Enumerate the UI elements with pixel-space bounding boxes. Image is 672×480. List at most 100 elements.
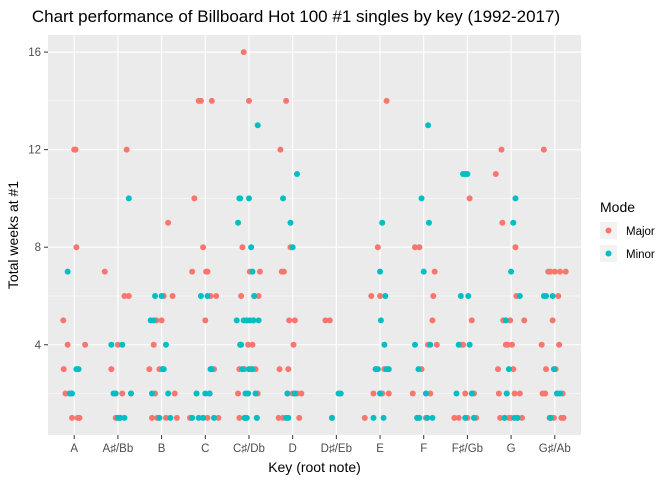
data-point (555, 292, 562, 299)
data-point (415, 366, 422, 373)
data-point (547, 268, 554, 275)
data-point (283, 97, 290, 104)
data-point (429, 317, 436, 324)
data-point (560, 414, 567, 421)
data-point (377, 292, 384, 299)
data-point (462, 414, 469, 421)
data-point (521, 317, 528, 324)
data-point (494, 366, 501, 373)
data-point (162, 341, 169, 348)
data-point (204, 414, 211, 421)
data-point (411, 244, 418, 251)
data-point (425, 219, 432, 226)
data-point (249, 268, 256, 275)
x-tick-label: G♯/Ab (539, 443, 571, 455)
legend-label-major: Major (626, 226, 655, 238)
legend: Mode Major Minor (600, 199, 655, 262)
x-axis-title: Key (root note) (268, 459, 361, 475)
data-point (433, 341, 440, 348)
data-point (165, 390, 172, 397)
data-point (195, 414, 202, 421)
data-point (82, 341, 89, 348)
data-point (502, 317, 509, 324)
data-point (418, 195, 425, 202)
data-point (121, 292, 128, 299)
data-point (290, 341, 297, 348)
data-point (460, 341, 467, 348)
data-point (374, 366, 381, 373)
data-point (499, 219, 506, 226)
x-tick-label: D (288, 443, 296, 455)
data-point (213, 292, 220, 299)
x-tick-label: G (507, 443, 516, 455)
data-point (468, 317, 475, 324)
data-point (162, 414, 169, 421)
data-point (148, 390, 155, 397)
data-point (298, 390, 305, 397)
data-point (207, 366, 214, 373)
data-point (75, 414, 82, 421)
data-point (237, 195, 244, 202)
data-point (148, 414, 155, 421)
data-point (416, 414, 423, 421)
data-point (296, 414, 303, 421)
data-point (245, 366, 252, 373)
data-point (167, 414, 174, 421)
data-point (236, 414, 243, 421)
data-point (280, 195, 287, 202)
data-point (470, 414, 477, 421)
data-point (381, 341, 388, 348)
data-point (453, 390, 460, 397)
data-point (119, 390, 126, 397)
data-point (425, 122, 432, 129)
data-point (245, 341, 252, 348)
data-point (516, 292, 523, 299)
data-point (189, 268, 196, 275)
data-point (543, 292, 550, 299)
data-point (420, 268, 427, 275)
x-axis-ticks: A A♯/Bb B C C♯/Db D D♯/Eb E F F♯/Gb G G♯/Ab (70, 435, 571, 455)
data-point (275, 414, 282, 421)
data-point (60, 317, 67, 324)
data-point (455, 414, 462, 421)
data-point (121, 414, 128, 421)
data-point (322, 317, 329, 324)
data-point (377, 268, 384, 275)
data-point (427, 390, 434, 397)
data-point (451, 414, 458, 421)
data-point (374, 244, 381, 251)
data-point (287, 219, 294, 226)
x-tick-label: A♯/Bb (103, 443, 134, 455)
data-point (112, 390, 119, 397)
data-point (550, 366, 557, 373)
legend-key-minor (605, 250, 612, 257)
data-point (492, 171, 499, 178)
data-point (411, 341, 418, 348)
data-point (60, 366, 67, 373)
data-point (422, 390, 429, 397)
data-point (245, 390, 252, 397)
data-point (511, 414, 518, 421)
data-point (539, 390, 546, 397)
data-point (108, 341, 115, 348)
data-point (505, 366, 512, 373)
data-point (409, 390, 416, 397)
data-point (252, 390, 259, 397)
data-point (464, 171, 471, 178)
data-point (69, 390, 76, 397)
data-point (150, 341, 157, 348)
data-point (171, 390, 178, 397)
data-point (208, 97, 215, 104)
data-point (125, 195, 132, 202)
plot-panel (48, 35, 581, 435)
data-point (549, 292, 556, 299)
x-tick-label: C♯/Db (233, 443, 265, 455)
data-point (75, 366, 82, 373)
data-point (235, 219, 242, 226)
data-point (117, 414, 124, 421)
data-point (538, 341, 545, 348)
data-point (240, 49, 247, 56)
x-tick-label: F♯/Gb (452, 443, 483, 455)
x-tick-label: B (158, 443, 166, 455)
